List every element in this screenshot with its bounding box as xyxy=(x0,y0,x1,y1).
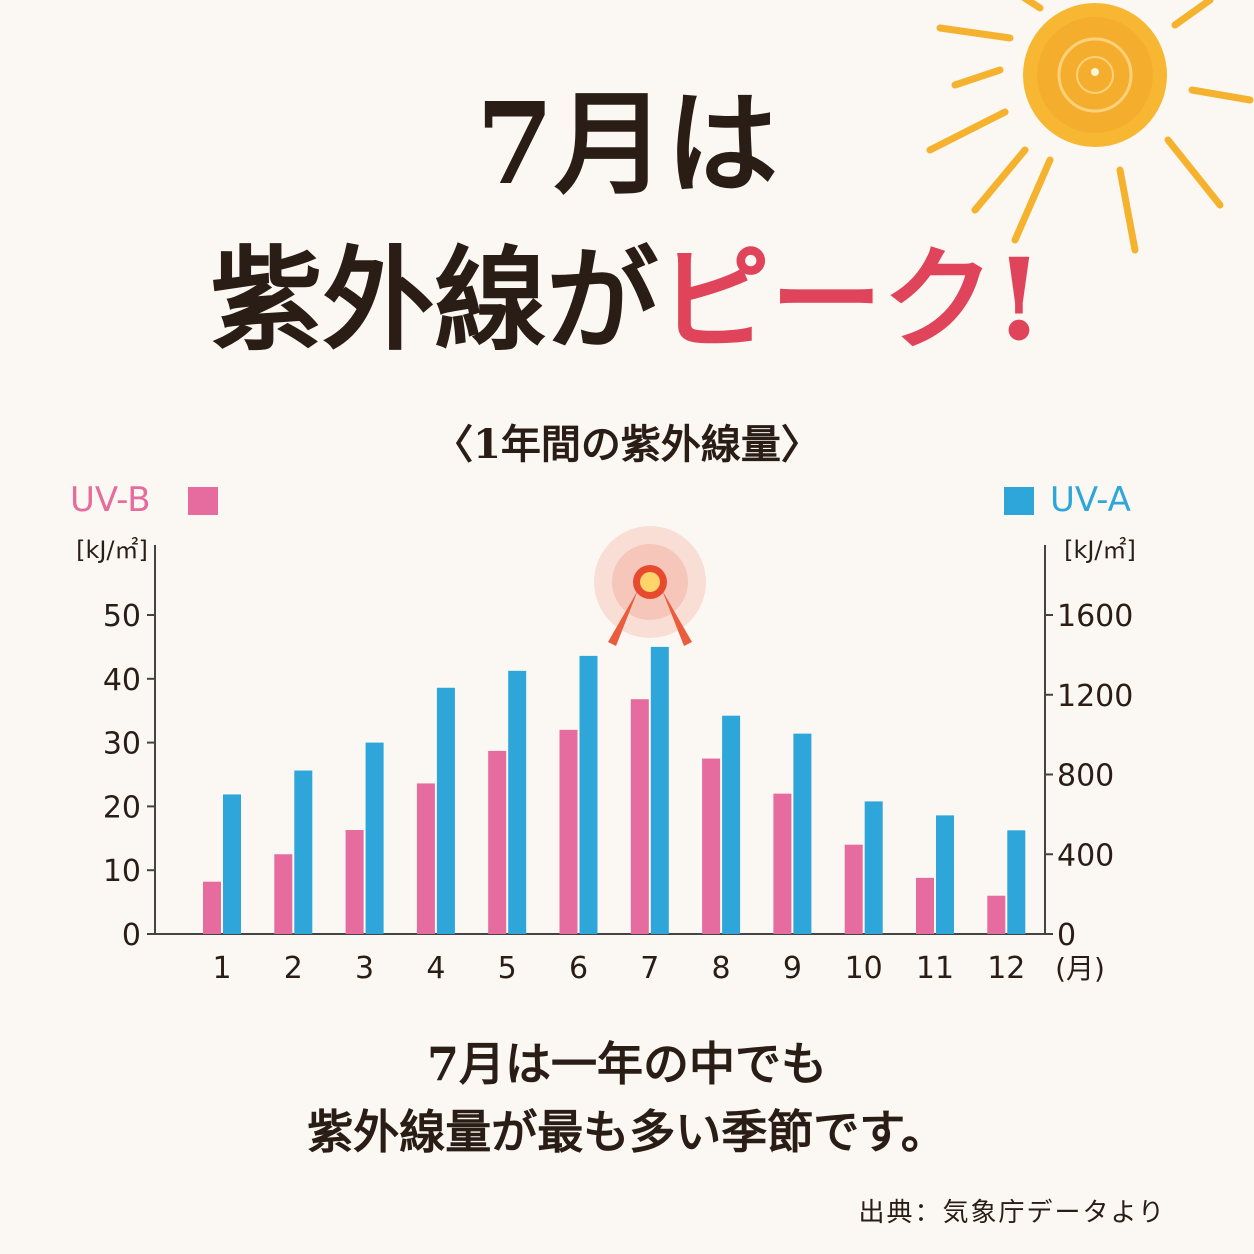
chart-subtitle: 〈1年間の紫外線量〉 xyxy=(433,421,821,468)
x-tick-label: 7 xyxy=(640,951,659,986)
x-tick-label: 10 xyxy=(845,951,883,986)
uva-bar xyxy=(579,655,598,934)
source-note: 出典：気象庁データより xyxy=(858,1198,1166,1228)
uva-bar xyxy=(223,794,241,934)
headline-line-1: 7月は xyxy=(476,79,778,210)
caption-line-1: 7月は一年の中でも xyxy=(426,1037,827,1091)
headline-line-2: 紫外線がピーク! xyxy=(0,236,1254,366)
x-tick-label: 5 xyxy=(498,951,517,986)
uvb-bar xyxy=(773,793,792,934)
uva-bar xyxy=(936,815,954,934)
y-right-tick-label: 1600 xyxy=(1057,599,1133,634)
uva-bar xyxy=(508,670,527,934)
y-left-tick-label: 0 xyxy=(122,918,141,953)
x-unit: (月) xyxy=(1055,952,1105,985)
y-right-tick-label: 800 xyxy=(1057,759,1114,794)
y-left-tick-label: 20 xyxy=(103,790,141,825)
uva-bar xyxy=(436,687,455,934)
x-tick-label: 12 xyxy=(987,951,1025,986)
x-tick-label: 4 xyxy=(426,951,445,986)
uvb-bar xyxy=(702,758,721,934)
x-tick-label: 11 xyxy=(916,951,954,986)
x-tick-label: 8 xyxy=(712,951,731,986)
y-right-tick-label: 0 xyxy=(1057,918,1076,953)
headline-main: 紫外線が xyxy=(210,235,659,366)
uva-bar xyxy=(294,770,313,934)
uv-bar-chart: UV-B UV-A [kJ/㎡] [kJ/㎡] 0 10 20 30 40 50 0 400 8… xyxy=(70,480,1136,986)
y-right-unit: [kJ/㎡] xyxy=(1064,536,1136,564)
y-left-tick-label: 30 xyxy=(103,727,141,762)
sun-icon xyxy=(926,0,1254,254)
caption: 7月は一年の中でも 紫外線量が最も多い季節です。 xyxy=(0,1030,1254,1166)
uvb-bar xyxy=(488,750,507,934)
uva-bar xyxy=(365,742,384,934)
x-tick-label: 6 xyxy=(569,951,588,986)
y-right-tick-label: 1200 xyxy=(1057,679,1133,714)
y-left-unit: [kJ/㎡] xyxy=(76,536,148,564)
uvb-bar xyxy=(559,729,578,934)
x-tick-label: 2 xyxy=(284,951,303,986)
y-left-tick-label: 50 xyxy=(103,599,141,634)
headline-accent: ピーク! xyxy=(658,235,1044,366)
uvb-bar xyxy=(274,854,293,934)
uva-bar xyxy=(1007,830,1026,934)
y-left-tick-label: 40 xyxy=(103,663,141,698)
uvb-bar xyxy=(203,881,221,934)
uvb-bar xyxy=(916,877,934,934)
y-right-tick-label: 400 xyxy=(1057,838,1114,873)
y-left-tick-label: 10 xyxy=(103,854,141,889)
uvb-bar xyxy=(416,783,435,934)
caption-line-2: 紫外線量が最も多い季節です。 xyxy=(307,1105,947,1159)
uva-bar xyxy=(793,733,812,934)
uvb-bar xyxy=(844,844,863,934)
legend-uvb-label: UV-B xyxy=(70,480,151,520)
x-tick-label: 3 xyxy=(355,951,374,986)
legend-uva-label: UV-A xyxy=(1050,480,1131,520)
x-tick-label: 1 xyxy=(212,951,231,986)
uva-bar xyxy=(722,715,741,934)
x-tick-label: 9 xyxy=(783,951,802,986)
uvb-bar xyxy=(987,895,1006,934)
peak-marker-icon xyxy=(594,526,706,646)
uva-bar xyxy=(864,801,883,934)
uva-bar xyxy=(650,646,669,934)
legend-uva-swatch xyxy=(1004,487,1034,515)
legend-uvb-swatch xyxy=(188,487,218,515)
uvb-bar xyxy=(630,699,649,934)
uvb-bar xyxy=(345,830,364,934)
